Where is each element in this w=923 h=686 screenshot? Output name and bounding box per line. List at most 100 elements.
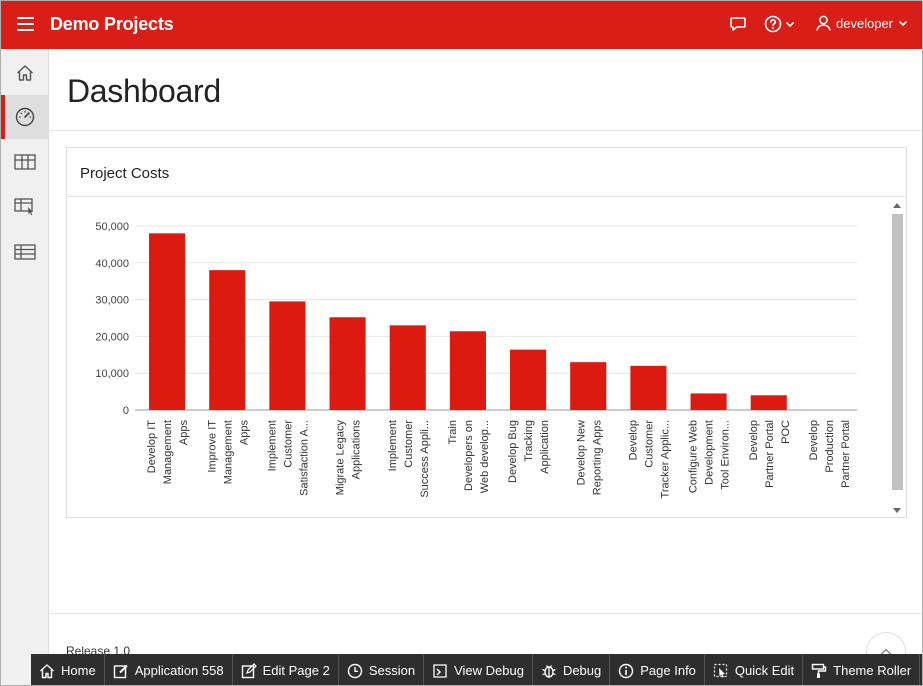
user-menu[interactable]: developer: [816, 15, 908, 31]
bug-icon: [542, 664, 556, 678]
x-tick-label: Implement: [387, 420, 399, 471]
x-tick-label: Customer: [643, 420, 655, 468]
x-tick-label: Develop: [627, 420, 639, 460]
quick-edit-cursor-icon: [713, 663, 728, 677]
divider: [67, 196, 906, 197]
x-tick-label: Tool Environ...: [720, 420, 732, 490]
x-tick-label: POC: [780, 420, 792, 444]
bar[interactable]: [510, 349, 547, 410]
table-icon: [14, 244, 36, 260]
x-tick-label: Develop New: [575, 420, 587, 485]
dev-session-button[interactable]: Session: [339, 654, 425, 685]
scroll-up-arrow-icon[interactable]: [893, 203, 901, 208]
help-icon: [764, 15, 782, 33]
x-tick-label: Implement: [266, 420, 278, 471]
dev-debug-label: Debug: [562, 663, 602, 678]
project-costs-chart: 0 10,000 20,000 30,000 40,000 50,000 Develop I…: [95, 221, 857, 498]
x-tick-label: Development: [704, 420, 716, 485]
dev-page-info-button[interactable]: Page Info: [610, 654, 705, 685]
home-icon: [17, 65, 33, 81]
x-tick-label: Reporting Apps: [591, 420, 603, 496]
feedback-icon[interactable]: [729, 15, 747, 38]
chevron-down-icon: [899, 20, 908, 27]
x-tick-label: Tracker Applic...: [659, 420, 671, 498]
nav-dashboard[interactable]: [1, 95, 49, 139]
scroll-down-arrow-icon[interactable]: [893, 508, 901, 513]
user-name: developer: [836, 15, 894, 31]
x-tick-label: Management: [222, 420, 234, 484]
home-icon: [40, 663, 54, 678]
dev-session-label: Session: [368, 663, 416, 678]
dev-theme-roller-label: Theme Roller: [833, 663, 912, 678]
x-tick-label: Production: [824, 420, 836, 473]
nav-table[interactable]: [1, 230, 49, 274]
x-tick-label: Train: [447, 420, 459, 445]
dev-view-debug-button[interactable]: View Debug: [424, 654, 533, 685]
scroll-thumb[interactable]: [892, 214, 903, 490]
project-costs-region: Project Costs 0 10,000 20,000 30,000 40,000 5…: [66, 147, 907, 518]
x-tick-label: Partner Portal: [840, 420, 852, 488]
bar[interactable]: [630, 365, 667, 410]
x-tick-label: Web develop...: [479, 420, 491, 493]
x-tick-label: Develop Bug: [507, 420, 519, 483]
nav-home[interactable]: [1, 51, 49, 95]
dev-application-label: Application 558: [134, 663, 224, 678]
bar[interactable]: [690, 393, 727, 410]
dev-view-debug-label: View Debug: [454, 663, 524, 678]
nav-interactive-report[interactable]: [1, 185, 49, 229]
x-tick-label: Partner Portal: [764, 420, 776, 488]
chart-scrollbar[interactable]: [891, 200, 903, 516]
table-pointer-icon: [14, 198, 33, 216]
bar[interactable]: [449, 331, 486, 410]
dev-home-button[interactable]: Home: [31, 654, 105, 685]
dashboard-gauge-icon: [15, 107, 35, 127]
view-debug-icon: [433, 663, 447, 678]
x-tick-label: Develop: [808, 420, 820, 460]
y-tick-label: 0: [123, 405, 129, 417]
y-tick-label: 10,000: [95, 368, 129, 380]
divider: [50, 130, 922, 131]
dev-debug-button[interactable]: Debug: [533, 654, 611, 685]
dev-home-label: Home: [61, 663, 96, 678]
page-title: Dashboard: [67, 73, 221, 109]
x-tick-label: Migrate Legacy: [335, 420, 347, 496]
user-icon: [816, 15, 831, 31]
nav-grid-report[interactable]: [1, 140, 49, 184]
y-tick-label: 50,000: [95, 221, 129, 233]
y-tick-label: 40,000: [95, 258, 129, 270]
bar[interactable]: [329, 317, 366, 410]
bar[interactable]: [269, 301, 306, 410]
y-tick-label: 20,000: [95, 331, 129, 343]
paint-roller-icon: [811, 663, 827, 678]
app-title[interactable]: Demo Projects: [50, 14, 174, 34]
dev-application-button[interactable]: Application 558: [105, 654, 233, 685]
dev-edit-page-label: Edit Page 2: [262, 663, 330, 678]
bar[interactable]: [209, 270, 246, 410]
developer-toolbar: Home Application 558 Edit Page 2 Session…: [31, 654, 922, 685]
x-tick-label: Configure Web: [688, 420, 700, 493]
menu-toggle-icon[interactable]: [17, 17, 34, 31]
side-navigation: [1, 49, 49, 685]
dev-quick-edit-label: Quick Edit: [734, 663, 795, 678]
info-icon: [619, 663, 634, 678]
x-tick-label: Customer: [282, 420, 294, 468]
bar[interactable]: [149, 233, 186, 410]
x-tick-label: Developers on: [463, 420, 475, 491]
dev-quick-edit-button[interactable]: Quick Edit: [705, 654, 804, 685]
bar[interactable]: [570, 362, 607, 410]
x-tick-label: Apps: [238, 420, 250, 446]
dev-theme-roller-button[interactable]: Theme Roller: [803, 654, 921, 685]
bar[interactable]: [750, 395, 787, 410]
top-header: Demo Projects developer: [1, 1, 922, 49]
x-tick-label: Tracking: [523, 420, 535, 462]
y-tick-label: 30,000: [95, 295, 129, 307]
x-tick-label: Apps: [178, 420, 190, 446]
bar[interactable]: [389, 325, 426, 410]
chevron-up-icon: [880, 648, 892, 656]
x-tick-label: Improve IT: [206, 420, 218, 473]
dev-edit-page-button[interactable]: Edit Page 2: [233, 654, 339, 685]
edit-square-icon: [113, 664, 128, 678]
x-tick-label: Applications: [351, 420, 363, 480]
x-tick-label: Management: [162, 420, 174, 484]
help-menu[interactable]: [764, 15, 795, 33]
